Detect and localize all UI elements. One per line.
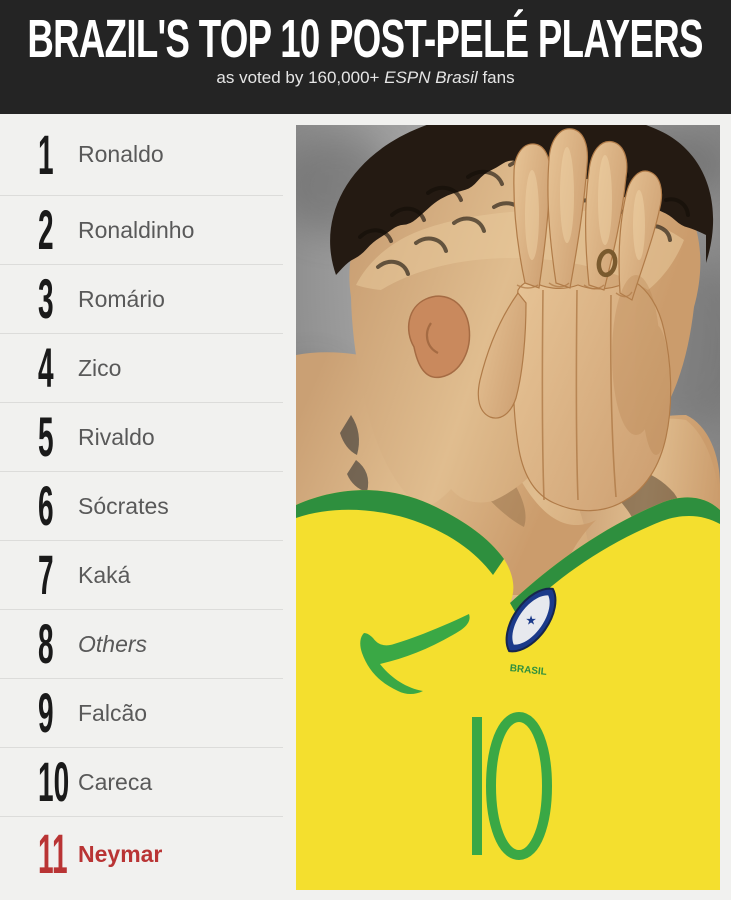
svg-text:★: ★ [526, 615, 536, 627]
